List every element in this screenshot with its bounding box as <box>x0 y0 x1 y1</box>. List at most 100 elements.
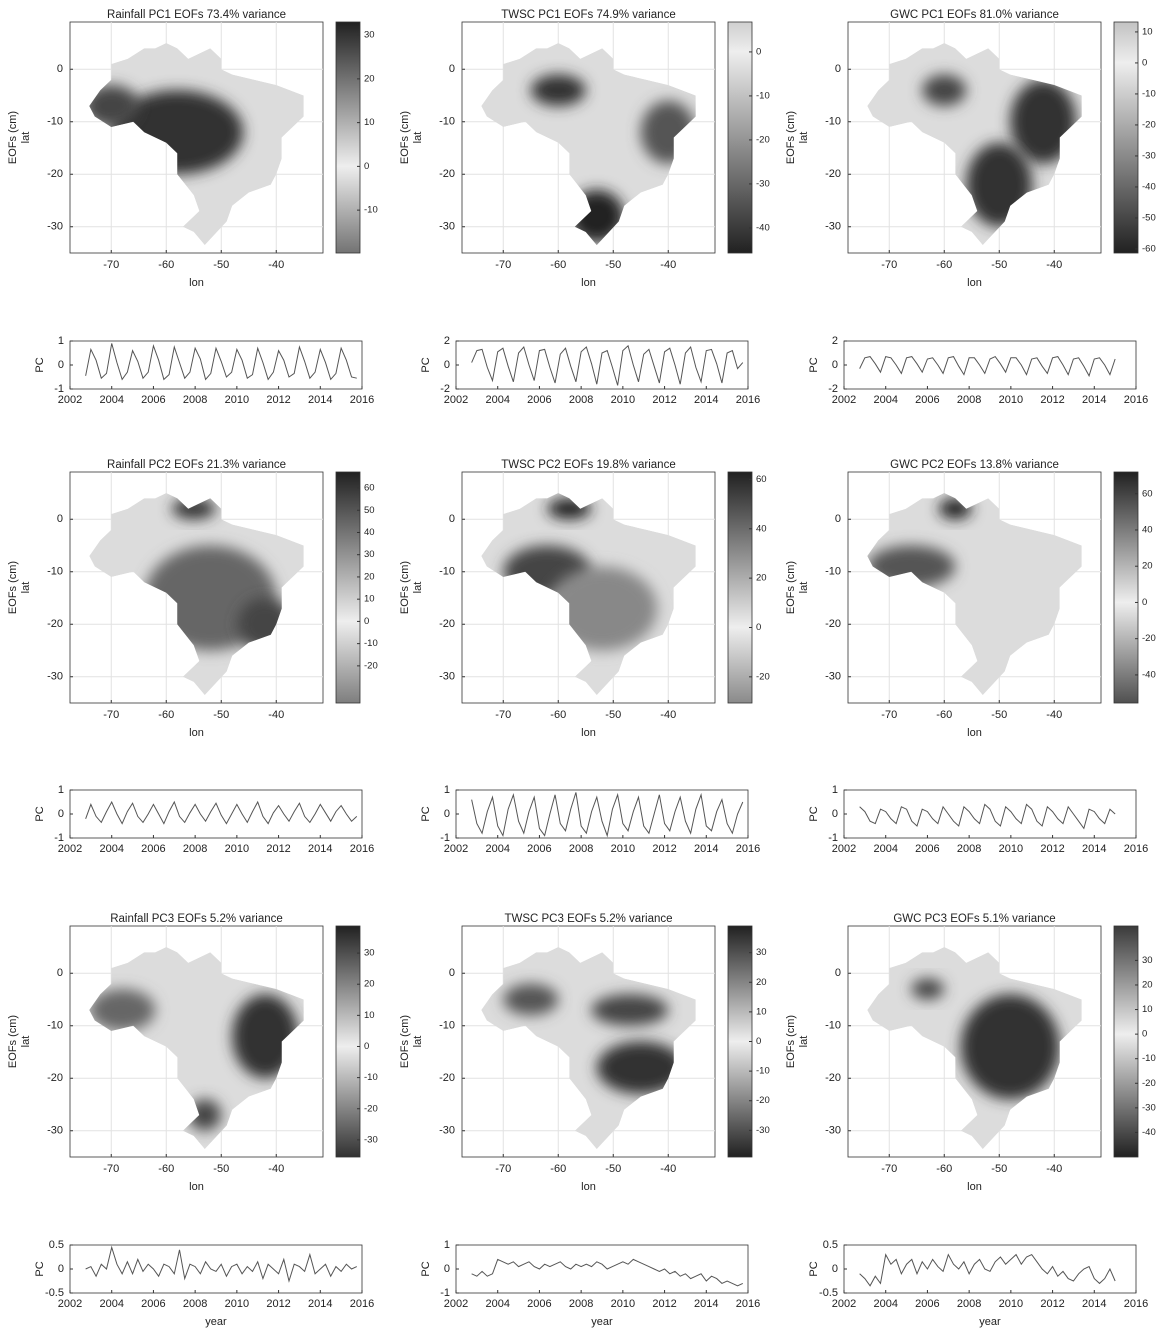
y-tick-label: -30 <box>439 221 455 233</box>
x-tick-label: 2004 <box>99 394 123 406</box>
colorbar-tick-label: -10 <box>756 1066 770 1077</box>
map-title: GWC PC3 EOFs 5.1% variance <box>893 913 1055 925</box>
anomaly-region <box>531 75 586 107</box>
y-axis-label: lat <box>798 582 810 594</box>
colorbar-tick-label: -20 <box>1142 1078 1156 1089</box>
x-tick-label: -40 <box>660 709 676 721</box>
x-tick-label: 2008 <box>183 1298 207 1310</box>
y-tick-label: -20 <box>439 1072 455 1084</box>
map-title: TWSC PC1 EOFs 74.9% variance <box>501 9 675 21</box>
x-tick-label: 2014 <box>694 843 718 855</box>
y-tick-label: -10 <box>439 566 455 578</box>
colorbar-tick-label: 20 <box>756 977 767 988</box>
colorbar-tick-label: 20 <box>1142 561 1153 572</box>
x-tick-label: 2010 <box>611 843 635 855</box>
x-tick-label: 2014 <box>694 1298 718 1310</box>
x-tick-label: 2010 <box>999 394 1023 406</box>
x-tick-label: 2006 <box>527 843 551 855</box>
x-tick-label: 2004 <box>873 843 897 855</box>
x-tick-label: 2010 <box>225 843 249 855</box>
x-tick-label: -70 <box>881 1163 897 1175</box>
y-tick-label: -10 <box>47 1020 63 1032</box>
x-tick-label: 2014 <box>308 394 332 406</box>
y-axis-label: PC <box>420 806 432 821</box>
y-axis-label: lat <box>20 582 32 594</box>
colorbar-tick-label: 0 <box>756 622 761 633</box>
colorbar <box>336 926 360 1157</box>
y-axis-label: lat <box>412 1036 424 1048</box>
colorbar <box>728 22 752 253</box>
x-axis-label: lon <box>967 277 982 289</box>
x-tick-label: -60 <box>158 1163 174 1175</box>
x-axis-label: lon <box>189 277 204 289</box>
y-axis-label: PC <box>34 806 46 821</box>
x-tick-label: -40 <box>660 1163 676 1175</box>
plot-axes <box>70 1245 362 1293</box>
y-tick-label: -30 <box>825 221 841 233</box>
x-tick-label: 2008 <box>569 1298 593 1310</box>
colorbar-tick-label: 0 <box>756 46 761 57</box>
y-tick-label: 0 <box>835 967 841 979</box>
x-tick-label: -40 <box>1046 709 1062 721</box>
x-tick-label: -50 <box>605 259 621 271</box>
y-axis-label: PC <box>808 1261 820 1276</box>
y-tick-label: 0 <box>57 63 63 75</box>
y-tick-label: -1 <box>440 1287 450 1299</box>
x-tick-label: 2014 <box>308 843 332 855</box>
colorbar-label: EOFs (cm) <box>399 111 411 164</box>
x-tick-label: 2004 <box>873 394 897 406</box>
x-tick-label: 2006 <box>527 1298 551 1310</box>
y-tick-label: -10 <box>439 116 455 128</box>
x-tick-label: 2002 <box>444 394 468 406</box>
colorbar-tick-label: -10 <box>756 90 770 101</box>
y-tick-label: -30 <box>439 671 455 683</box>
colorbar-tick-label: 40 <box>756 523 767 534</box>
x-tick-label: -40 <box>1046 1163 1062 1175</box>
x-tick-label: 2008 <box>569 843 593 855</box>
y-tick-label: -10 <box>825 116 841 128</box>
x-tick-label: -50 <box>991 1163 1007 1175</box>
x-tick-label: 2008 <box>183 394 207 406</box>
colorbar-tick-label: 30 <box>756 947 767 958</box>
y-tick-label: -30 <box>47 221 63 233</box>
x-tick-label: 2012 <box>1040 843 1064 855</box>
colorbar-tick-label: 50 <box>364 505 375 516</box>
colorbar-tick-label: 40 <box>1142 524 1153 535</box>
colorbar-tick-label: 40 <box>364 527 375 538</box>
x-tick-label: 2002 <box>832 843 856 855</box>
x-tick-label: -40 <box>1046 259 1062 271</box>
x-axis-label: lon <box>581 277 596 289</box>
colorbar-tick-label: -10 <box>364 1072 378 1083</box>
x-tick-label: -60 <box>936 709 952 721</box>
colorbar-tick-label: -20 <box>756 1095 770 1106</box>
x-tick-label: -60 <box>936 259 952 271</box>
colorbar-tick-label: -30 <box>756 178 770 189</box>
y-tick-label: -30 <box>825 671 841 683</box>
colorbar <box>728 926 752 1157</box>
colorbar-tick-label: 60 <box>756 474 767 485</box>
x-tick-label: 2004 <box>873 1298 897 1310</box>
colorbar-tick-label: 10 <box>364 594 375 605</box>
x-tick-label: 2016 <box>736 1298 760 1310</box>
y-tick-label: -2 <box>828 383 838 395</box>
x-tick-label: 2012 <box>1040 394 1064 406</box>
y-tick-label: -10 <box>439 1020 455 1032</box>
x-tick-label: 2008 <box>957 394 981 406</box>
anomaly-region <box>961 994 1060 1099</box>
colorbar <box>728 472 752 703</box>
x-tick-label: -70 <box>495 259 511 271</box>
y-tick-label: -1 <box>54 832 64 844</box>
x-tick-label: -50 <box>991 709 1007 721</box>
y-tick-label: -10 <box>825 566 841 578</box>
x-tick-label: 2010 <box>999 1298 1023 1310</box>
map-title: Rainfall PC2 EOFs 21.3% variance <box>107 459 286 471</box>
colorbar-tick-label: -60 <box>1142 243 1156 254</box>
x-tick-label: 2008 <box>957 843 981 855</box>
x-tick-label: 2016 <box>350 843 374 855</box>
x-tick-label: -60 <box>550 1163 566 1175</box>
colorbar-tick-label: -50 <box>1142 212 1156 223</box>
colorbar-tick-label: -40 <box>756 222 770 233</box>
y-tick-label: -20 <box>825 1072 841 1084</box>
y-axis-label: PC <box>420 357 432 372</box>
y-tick-label: -20 <box>825 168 841 180</box>
